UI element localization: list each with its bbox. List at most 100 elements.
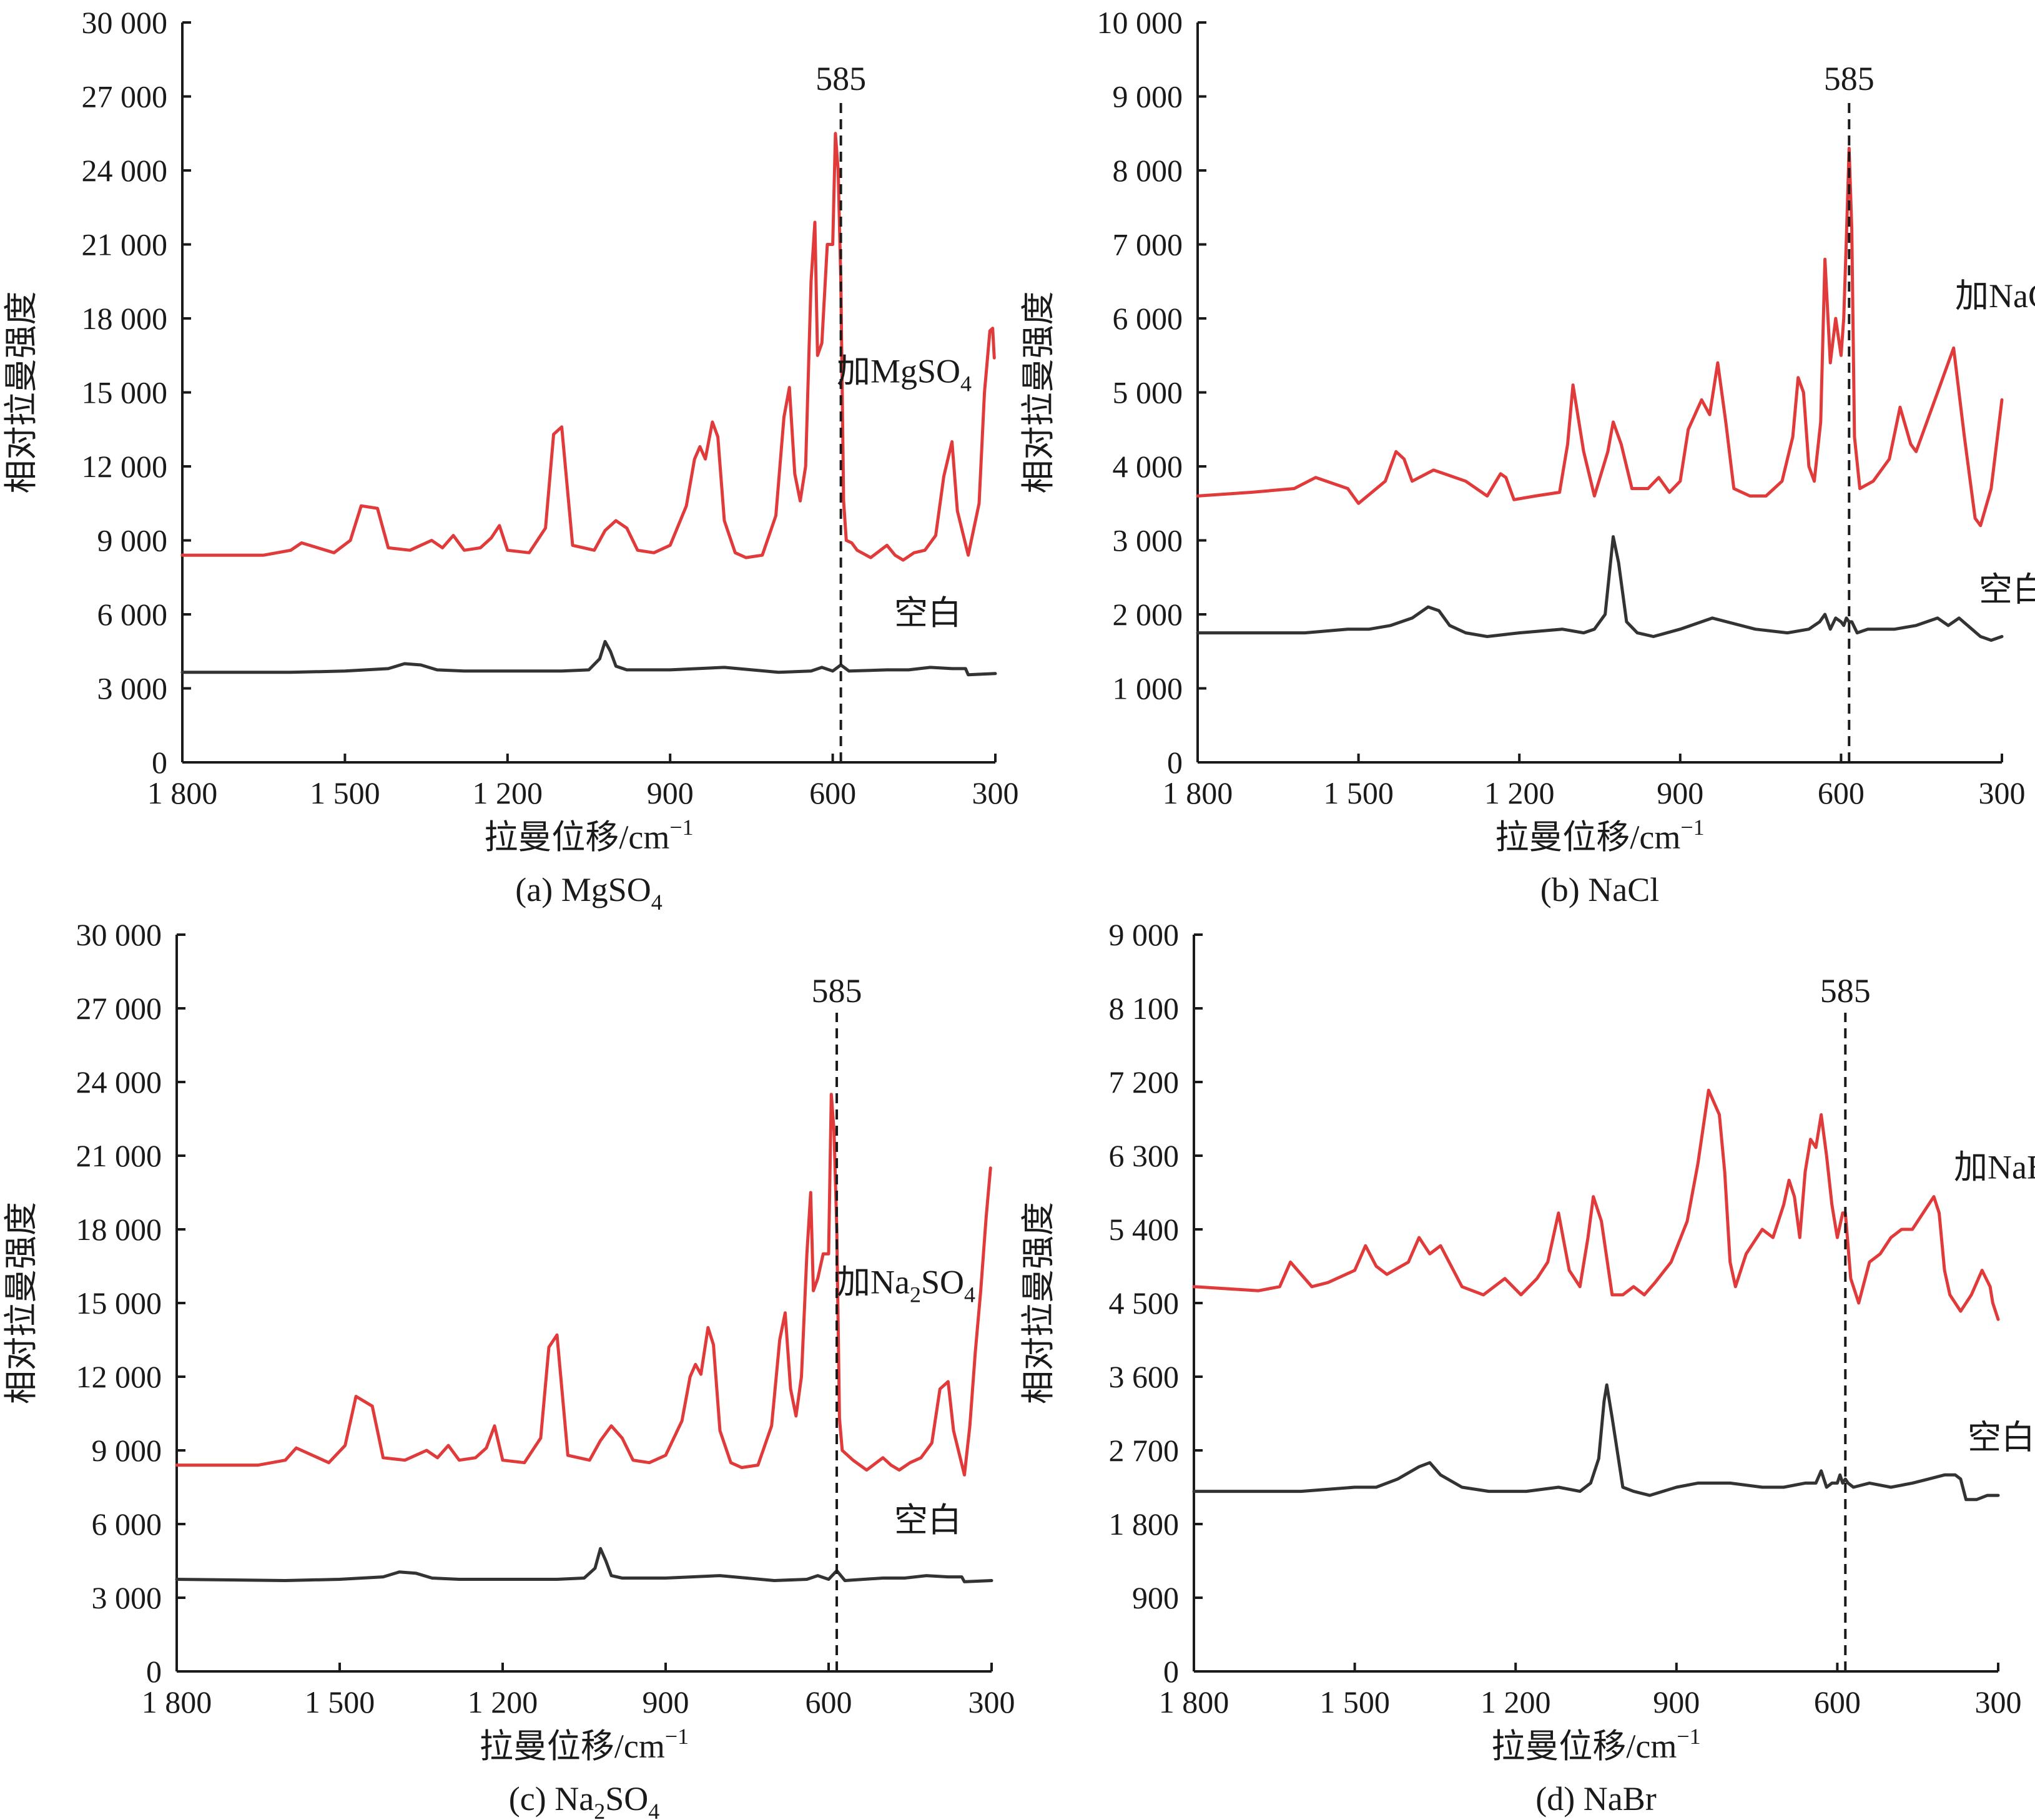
y-tick-label: 9 000 — [1109, 917, 1180, 952]
x-tick-label: 1 800 — [147, 775, 218, 810]
caption-prefix: (d) — [1535, 1780, 1583, 1818]
panel-caption: (c) Na2SO4 — [509, 1780, 659, 1820]
y-tick-label: 3 000 — [97, 671, 168, 706]
y-tick-label: 4 500 — [1109, 1286, 1180, 1321]
caption-subscript: 4 — [651, 890, 663, 915]
x-tick-label: 300 — [1975, 1685, 2022, 1719]
y-axis-title: 相对拉曼强度 — [1020, 1202, 1057, 1404]
marker-585-label: 585 — [815, 60, 866, 97]
chart-panel-d: 0 900 1 800 2 700 3 600 4 500 5 400 6 300 7 200 8… — [1017, 910, 2035, 1820]
y-tick-label: 7 000 — [1113, 227, 1183, 262]
x-axis-title: 拉曼位移/cm−1 — [484, 815, 693, 856]
y-tick-label: 8 100 — [1109, 991, 1180, 1026]
y-tick-label: 8 000 — [1113, 153, 1183, 188]
y-tick-label: 30 000 — [76, 917, 162, 952]
series-label-text: SO — [921, 1263, 964, 1301]
y-tick-label: 5 000 — [1113, 375, 1183, 410]
y-tick-label: 900 — [1132, 1580, 1179, 1615]
chart-svg-b: 0 1 000 2 000 3 000 4 000 5 000 6 000 7 000 8 00… — [1020, 5, 2035, 908]
x-tick-label: 1 200 — [1484, 775, 1555, 810]
y-tick-label: 30 000 — [82, 5, 168, 40]
chart-panel-b: 0 1 000 2 000 3 000 4 000 5 000 6 000 7 000 8 00… — [1017, 0, 2035, 910]
y-tick-label: 3 000 — [92, 1580, 162, 1615]
x-tick-label: 600 — [806, 1685, 852, 1719]
x-tick-label: 900 — [1657, 775, 1703, 810]
x-tick-label: 1 500 — [1319, 1685, 1390, 1719]
y-tick-label: 21 000 — [82, 227, 168, 262]
blank-series-label: 空白 — [1979, 571, 2035, 609]
chart-panel-c: 0 3 000 6 000 9 000 12 000 15 000 18 000 21 000… — [0, 910, 1017, 1820]
series-label-text: 加Na — [837, 1263, 910, 1301]
y-tick-label: 1 800 — [1109, 1507, 1180, 1542]
y-tick-label: 9 000 — [97, 523, 168, 558]
x-axis-title-sup: −1 — [1677, 1724, 1700, 1749]
caption-prefix: (b) — [1540, 871, 1588, 908]
x-tick-label: 300 — [972, 775, 1019, 810]
caption-formula: NaBr — [1584, 1780, 1657, 1818]
x-axis-title-sup: −1 — [1680, 815, 1704, 840]
caption-formula: SO — [605, 1780, 648, 1818]
x-axis-title-sup: −1 — [669, 815, 693, 840]
x-tick-label: 900 — [647, 775, 694, 810]
x-axis-title-text: 拉曼位移/cm — [1491, 1728, 1677, 1765]
x-tick-label: 1 200 — [1481, 1685, 1551, 1719]
y-tick-label: 0 — [1163, 1654, 1179, 1689]
chart-svg-c: 0 3 000 6 000 9 000 12 000 15 000 18 000 21 000… — [2, 917, 1015, 1820]
marker-585-label: 585 — [1820, 972, 1871, 1010]
x-tick-label: 600 — [1814, 1685, 1861, 1719]
y-tick-label: 18 000 — [76, 1212, 162, 1247]
x-tick-label: 900 — [643, 1685, 689, 1719]
y-tick-label: 1 000 — [1113, 671, 1183, 706]
blank-series-label: 空白 — [894, 1502, 962, 1539]
blank-spectrum-line — [1196, 535, 2004, 642]
y-tick-label: 2 000 — [1113, 597, 1183, 632]
x-tick-label: 300 — [1979, 775, 2026, 810]
series-label-subscript: 2 — [910, 1282, 921, 1307]
panel-caption: (a) MgSO4 — [515, 871, 662, 915]
x-tick-label: 1 200 — [473, 775, 543, 810]
y-tick-label: 6 300 — [1109, 1138, 1180, 1173]
x-tick-label: 900 — [1653, 1685, 1700, 1719]
salt-spectrum-line — [180, 132, 996, 562]
caption-subscript: 4 — [648, 1799, 659, 1820]
chart-svg-a: 0 3 000 6 000 9 000 12 000 15 000 18 000 21 000… — [2, 5, 1019, 915]
salt-spectrum-line — [1192, 1088, 2000, 1321]
y-tick-label: 3 000 — [1113, 523, 1183, 558]
caption-prefix: (a) — [515, 871, 561, 908]
x-tick-label: 1 200 — [468, 1685, 538, 1719]
x-axis-title: 拉曼位移/cm−1 — [480, 1724, 689, 1765]
x-tick-label: 1 800 — [142, 1685, 212, 1719]
y-tick-label: 12 000 — [76, 1359, 162, 1394]
y-tick-label: 2 700 — [1109, 1433, 1180, 1468]
series-label-subscript: 4 — [960, 371, 972, 396]
x-tick-label: 1 800 — [1163, 775, 1233, 810]
blank-spectrum-line — [175, 1547, 993, 1583]
y-tick-label: 21 000 — [76, 1138, 162, 1173]
series-label-subscript: 4 — [964, 1282, 975, 1307]
caption-prefix: (c) — [509, 1780, 554, 1818]
caption-subscript: 2 — [594, 1799, 605, 1820]
x-tick-label: 1 500 — [1323, 775, 1394, 810]
y-tick-label: 0 — [146, 1654, 162, 1689]
x-axis-title-sup: −1 — [665, 1724, 689, 1749]
y-tick-label: 24 000 — [82, 153, 168, 188]
salt-series-label: 加NaCl — [1955, 277, 2035, 315]
marker-585-label: 585 — [1824, 60, 1875, 97]
y-tick-label: 9 000 — [1113, 79, 1183, 114]
y-tick-label: 0 — [152, 745, 167, 780]
x-axis-title-text: 拉曼位移/cm — [480, 1728, 665, 1765]
blank-series-label: 空白 — [894, 594, 962, 632]
x-tick-label: 1 500 — [310, 775, 380, 810]
panel-caption: (b) NaCl — [1540, 871, 1659, 908]
y-tick-label: 15 000 — [82, 375, 168, 410]
blank-spectrum-line — [180, 640, 997, 677]
chart-svg-d: 0 900 1 800 2 700 3 600 4 500 5 400 6 300 7 200 8… — [1020, 917, 2035, 1818]
y-tick-label: 12 000 — [82, 449, 168, 484]
salt-series-label: 加NaBr — [1954, 1149, 2035, 1186]
x-axis-title: 拉曼位移/cm−1 — [1495, 815, 1704, 856]
y-tick-label: 6 000 — [92, 1507, 162, 1542]
blank-spectrum-line — [1192, 1383, 2000, 1502]
y-tick-label: 18 000 — [82, 301, 168, 336]
x-axis-title-text: 拉曼位移/cm — [484, 819, 669, 856]
caption-formula: NaCl — [1588, 871, 1659, 908]
